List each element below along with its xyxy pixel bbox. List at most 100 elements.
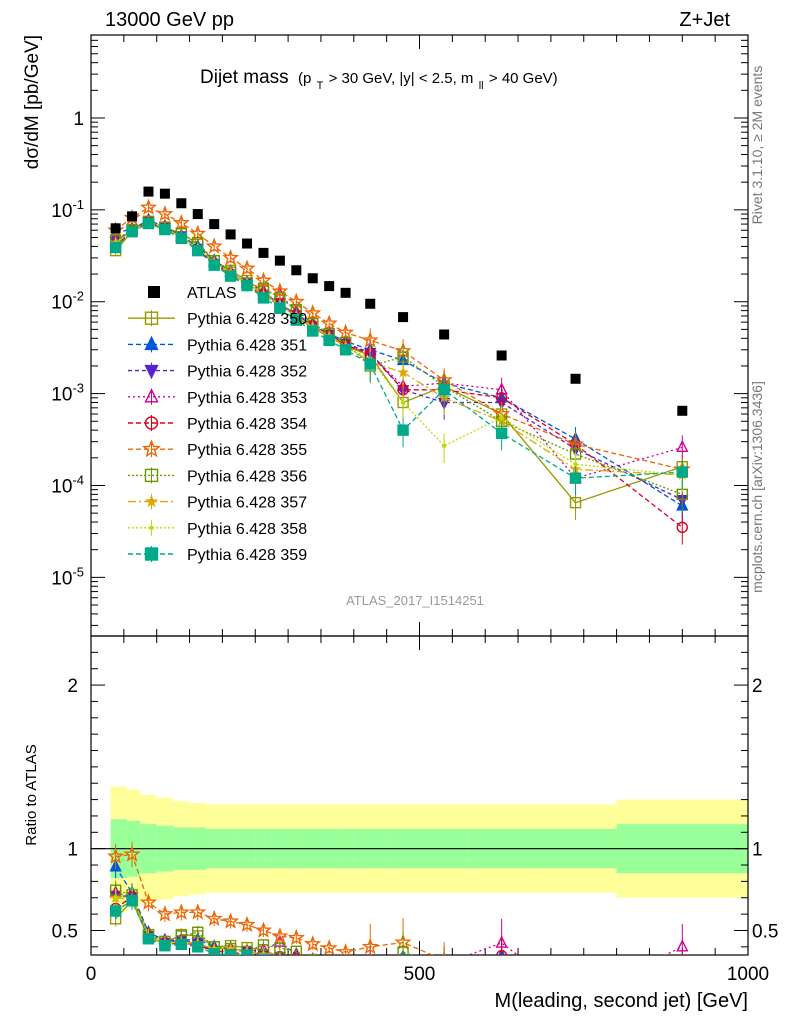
legend-label: Pythia 6.428 355 <box>187 442 307 459</box>
marker-square <box>109 905 122 917</box>
marker-square <box>144 311 159 325</box>
marker-star <box>271 927 289 944</box>
marker-star <box>309 960 317 967</box>
marker-triangle-up <box>341 962 351 972</box>
marker-star <box>320 314 338 331</box>
y-tick-base: 10 <box>51 201 72 222</box>
marker-triangle-up <box>676 439 689 453</box>
data-point <box>340 287 351 298</box>
marker-dot <box>311 961 315 965</box>
data-point <box>225 229 236 240</box>
marker-star <box>222 912 240 929</box>
data-point <box>307 273 318 284</box>
y-tick-base: 10 <box>51 293 72 314</box>
marker-circle <box>324 960 334 970</box>
marker-square <box>159 223 171 236</box>
ratio-y-tick-label-right: 2 <box>752 676 763 697</box>
marker-triangle-down <box>308 959 318 969</box>
marker-triangle-down <box>341 962 351 972</box>
marker-square <box>439 963 449 973</box>
marker-dot <box>343 968 347 972</box>
header-right: Z+Jet <box>679 9 730 31</box>
legend-label: Pythia 6.428 358 <box>187 521 307 538</box>
y-tick-label: 10-1 <box>51 197 84 222</box>
marker-square <box>109 241 122 254</box>
marker-square <box>308 964 318 974</box>
legend-marker-data <box>148 286 160 298</box>
marker-square <box>257 953 270 955</box>
y-tick-label: 10-4 <box>51 472 84 497</box>
marker-square <box>192 926 204 938</box>
marker-square <box>497 976 507 986</box>
marker-square <box>257 292 270 304</box>
y-tick-base: 10 <box>51 568 72 589</box>
marker-square <box>569 472 582 484</box>
marker-circle <box>144 416 159 430</box>
marker-square <box>569 496 582 509</box>
data-point <box>192 209 203 220</box>
marker-square <box>677 967 687 977</box>
data-point <box>324 281 335 292</box>
marker-star <box>123 845 141 862</box>
rivet-label: Rivet 3.1.10, ≥ 2M events <box>749 66 765 225</box>
marker-square <box>224 270 237 282</box>
marker-triangle-down <box>571 980 581 990</box>
marker-star <box>238 915 256 933</box>
x-axis-label: M(leading, second jet) [GeV] <box>495 990 748 1012</box>
marker-star <box>397 366 409 378</box>
marker-star <box>139 893 157 910</box>
marker-square <box>175 232 188 245</box>
y-tick-label: 10-2 <box>51 289 84 314</box>
marker-square <box>495 427 508 439</box>
y-tick-exponent: -1 <box>72 197 84 212</box>
marker-star <box>156 905 174 922</box>
y-tick-label: 10-5 <box>51 564 84 589</box>
marker-star <box>205 237 223 254</box>
marker-square <box>274 302 286 314</box>
marker-star <box>222 248 240 266</box>
marker-square <box>365 971 375 981</box>
y-tick-exponent: -5 <box>72 564 84 579</box>
marker-square <box>290 314 303 326</box>
data-point <box>398 312 409 323</box>
marker-triangle-down <box>324 960 334 970</box>
marker-square <box>341 964 351 974</box>
marker-star <box>676 968 689 981</box>
marker-star <box>189 903 207 920</box>
marker-star <box>205 909 223 927</box>
data-point <box>209 219 220 230</box>
marker-dot <box>294 958 298 962</box>
marker-square <box>126 225 138 238</box>
marker-star <box>495 968 508 981</box>
marker-star <box>342 965 350 972</box>
marker-star <box>141 439 162 458</box>
marker-circle <box>495 949 508 955</box>
data-point <box>258 247 269 258</box>
marker-dot <box>499 975 503 979</box>
marker-star <box>304 935 322 952</box>
marker-square <box>290 945 303 955</box>
marker-star <box>336 943 355 955</box>
marker-dot <box>499 415 504 420</box>
y-tick-exponent: -4 <box>72 472 84 487</box>
marker-dot <box>573 462 578 467</box>
legend-label-data: ATLAS <box>187 285 237 302</box>
marker-dot <box>400 400 406 405</box>
marker-square <box>324 965 334 975</box>
marker-square <box>241 949 253 955</box>
marker-triangle-up <box>312 954 313 955</box>
mcplots-label: mcplots.cern.ch [arXiv:1306.3436] <box>749 381 765 593</box>
marker-circle <box>439 966 449 976</box>
marker-square <box>142 933 155 945</box>
ratio-y-tick-label-right: 1 <box>752 840 763 861</box>
main-frame <box>90 34 749 637</box>
legend-label: Pythia 6.428 354 <box>187 416 307 433</box>
analysis-id: ATLAS_2017_I1514251 <box>346 593 484 608</box>
marker-star <box>679 976 687 983</box>
marker-star <box>144 494 159 508</box>
marker-square <box>192 941 204 953</box>
marker-dot <box>442 1000 446 1004</box>
legend-label: Pythia 6.428 357 <box>187 495 307 512</box>
marker-square <box>677 972 687 982</box>
